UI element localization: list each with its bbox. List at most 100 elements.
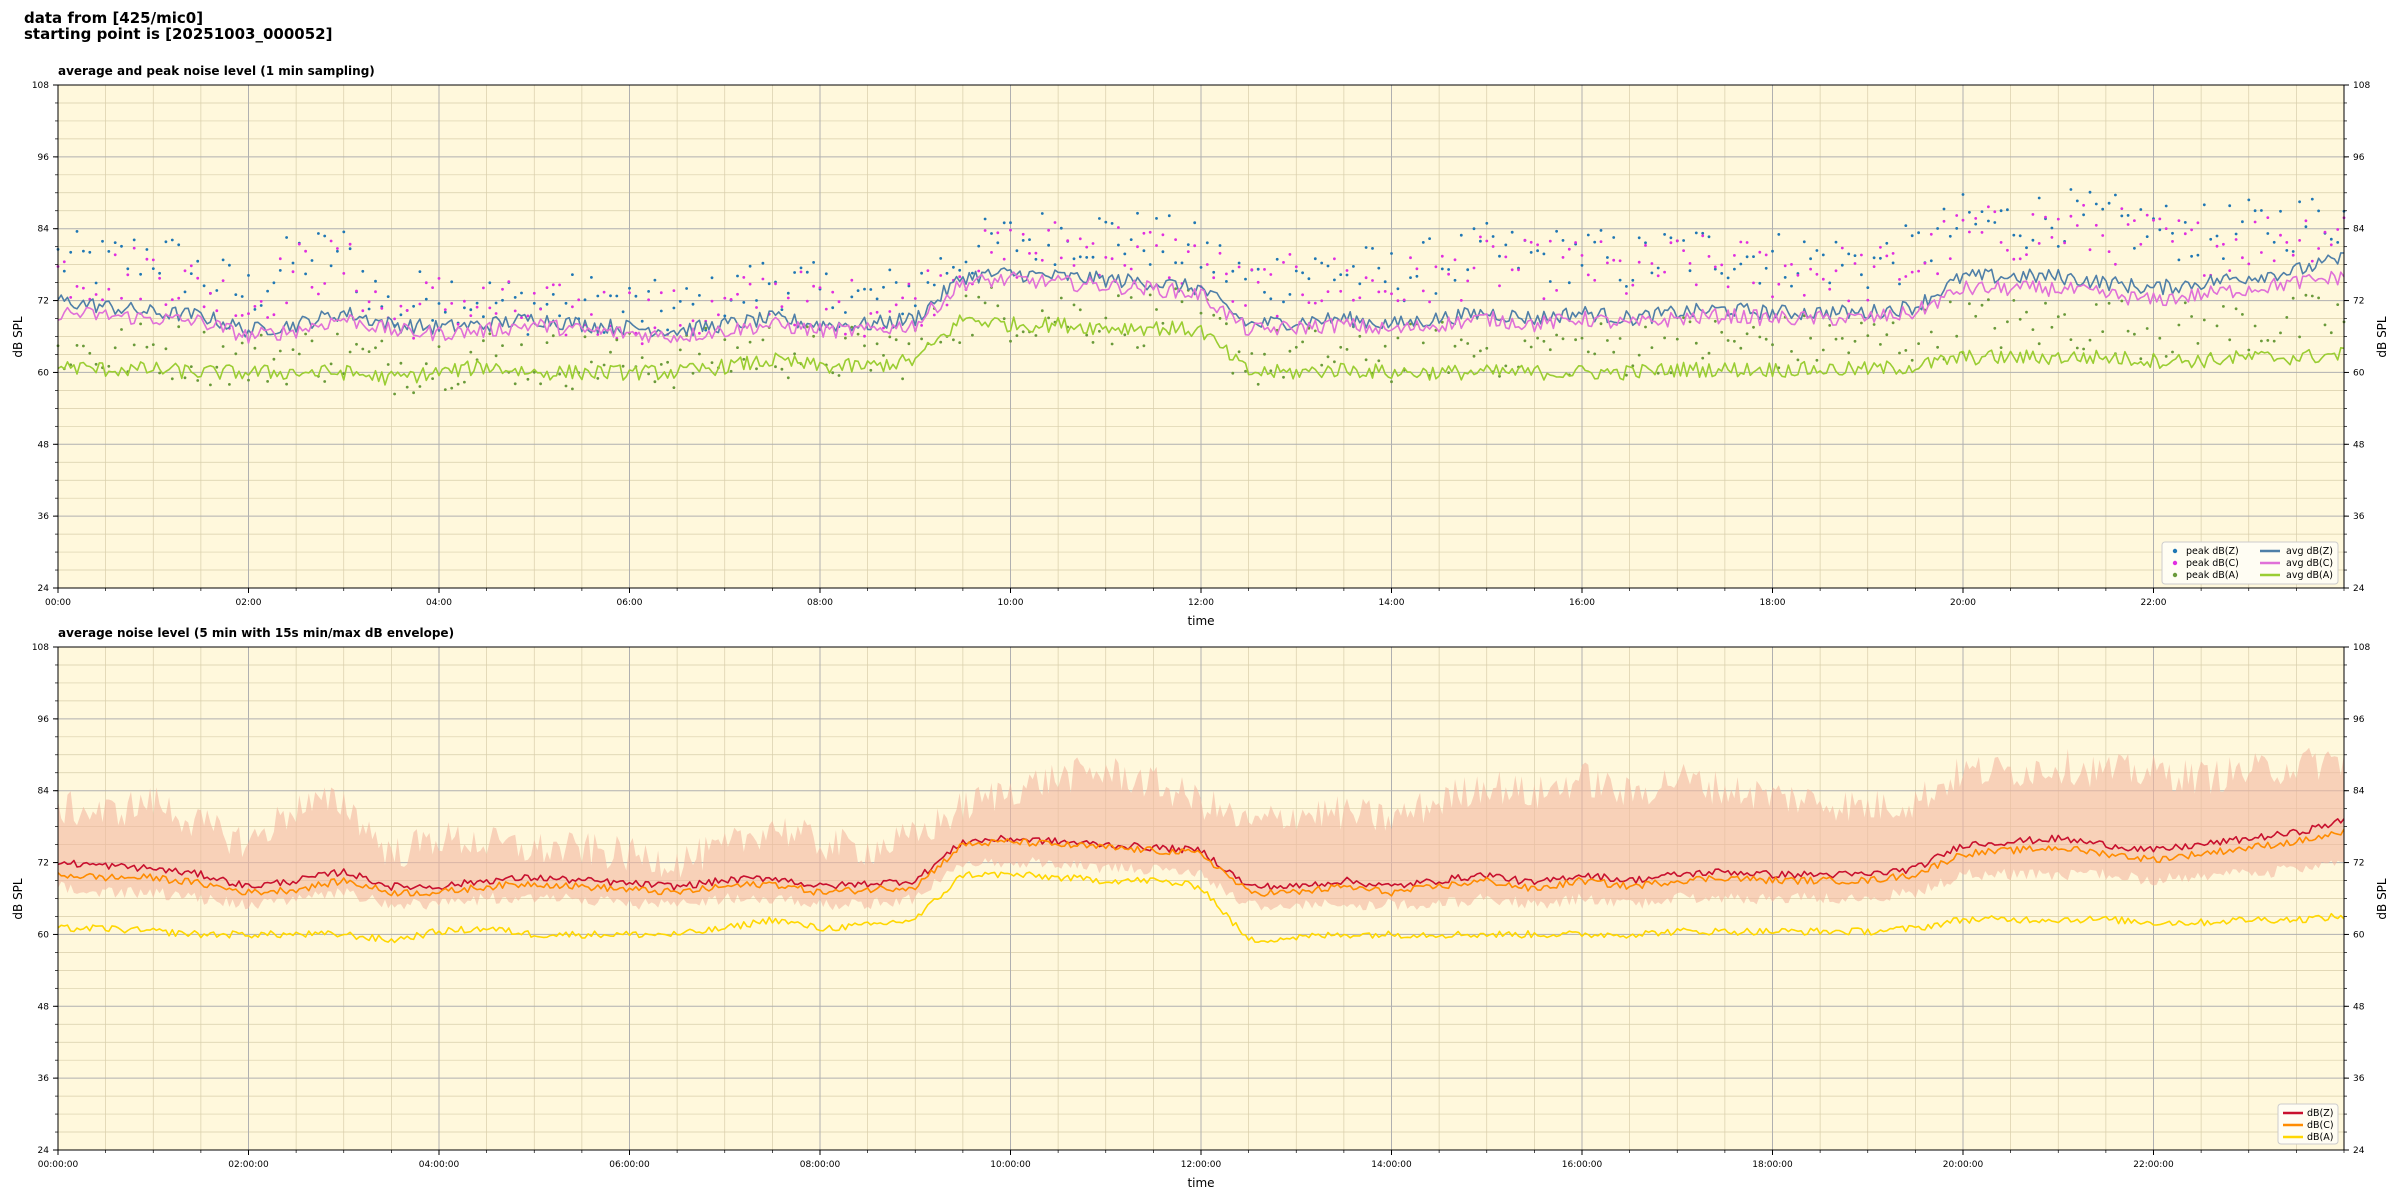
peak-point xyxy=(2247,262,2251,266)
peak-point xyxy=(2133,332,2136,336)
legend-label: peak dB(Z) xyxy=(2186,546,2239,557)
peak-point xyxy=(1364,276,1368,280)
peak-point xyxy=(863,287,866,291)
peak-point xyxy=(443,310,447,314)
peak-point xyxy=(2158,336,2162,340)
peak-point xyxy=(374,346,377,350)
peak-point xyxy=(2279,209,2282,213)
peak-point xyxy=(996,241,1000,245)
y-tick-label: 60 xyxy=(38,368,50,378)
peak-point xyxy=(488,332,492,336)
peak-point xyxy=(2069,188,2073,191)
peak-point xyxy=(977,269,981,273)
peak-point xyxy=(1485,346,1489,350)
peak-point xyxy=(259,304,263,307)
peak-point xyxy=(1377,266,1381,270)
peak-point xyxy=(2183,232,2187,236)
peak-point xyxy=(856,332,860,336)
peak-point xyxy=(1885,241,1889,245)
peak-point xyxy=(1256,280,1260,284)
peak-point xyxy=(1618,337,1622,340)
peak-point xyxy=(710,299,714,303)
peak-point xyxy=(863,344,866,348)
peak-point xyxy=(1936,227,1939,230)
peak-point xyxy=(2222,257,2225,260)
peak-point xyxy=(1580,264,1584,267)
peak-point xyxy=(145,257,149,261)
peak-point xyxy=(1688,320,1692,324)
peak-point xyxy=(336,249,339,253)
peak-point xyxy=(1123,333,1127,337)
peak-point xyxy=(1993,221,1997,224)
peak-point xyxy=(424,297,428,301)
peak-point xyxy=(94,293,98,296)
peak-point xyxy=(393,392,396,396)
peak-point xyxy=(1161,321,1165,325)
peak-point xyxy=(786,291,790,295)
peak-point xyxy=(488,281,492,285)
peak-point xyxy=(609,350,612,354)
x-tick-label: 14:00:00 xyxy=(1371,1160,1412,1170)
legend-label: peak dB(C) xyxy=(2186,558,2239,569)
peak-point xyxy=(1148,263,1152,266)
peak-point xyxy=(2114,262,2117,266)
legend-marker xyxy=(2172,560,2178,566)
peak-point xyxy=(571,273,574,276)
peak-point xyxy=(1542,339,1546,343)
legend-label: peak dB(A) xyxy=(2186,570,2239,581)
peak-point xyxy=(1625,373,1628,377)
peak-point xyxy=(1536,249,1539,253)
peak-point xyxy=(926,269,930,272)
peak-point xyxy=(2177,258,2181,262)
peak-point xyxy=(1390,252,1393,255)
peak-point xyxy=(1567,247,1571,251)
peak-point xyxy=(323,282,327,285)
peak-point xyxy=(1777,233,1781,236)
peak-point xyxy=(1009,339,1012,343)
peak-point xyxy=(488,306,492,310)
peak-point xyxy=(2133,219,2136,223)
peak-point xyxy=(501,344,504,347)
peak-point xyxy=(1117,294,1120,298)
peak-point xyxy=(1625,292,1628,295)
x-tick-label: 08:00 xyxy=(807,598,833,608)
peak-point xyxy=(888,268,892,272)
peak-point xyxy=(761,261,765,265)
peak-point xyxy=(2044,301,2047,305)
x-tick-label: 08:00:00 xyxy=(800,1160,841,1170)
peak-point xyxy=(1529,251,1533,254)
peak-point xyxy=(1015,249,1019,253)
peak-point xyxy=(844,311,847,314)
peak-point xyxy=(348,247,352,251)
peak-point xyxy=(558,372,561,376)
peak-point xyxy=(1942,219,1946,223)
legend-label: avg dB(Z) xyxy=(2286,546,2333,557)
peak-point xyxy=(94,362,98,366)
peak-point xyxy=(1682,239,1685,242)
peak-point xyxy=(1504,243,1508,247)
peak-point xyxy=(812,261,815,264)
peak-point xyxy=(755,306,758,309)
peak-point xyxy=(1339,289,1343,293)
peak-point xyxy=(1193,221,1197,225)
peak-point xyxy=(1434,292,1438,295)
peak-point xyxy=(2304,225,2308,229)
peak-point xyxy=(1352,298,1355,302)
peak-point xyxy=(1269,297,1273,301)
peak-point xyxy=(704,326,708,330)
peak-point xyxy=(736,292,739,296)
series-peak-db-z- xyxy=(56,188,2346,336)
peak-point xyxy=(767,282,771,286)
peak-point xyxy=(888,310,892,313)
peak-point xyxy=(1453,278,1457,282)
peak-point xyxy=(2139,357,2143,361)
peak-point xyxy=(818,286,822,289)
peak-point xyxy=(1669,241,1673,245)
peak-point xyxy=(2291,250,2295,253)
peak-point xyxy=(348,350,352,354)
peak-point xyxy=(189,365,193,368)
peak-point xyxy=(1180,300,1184,304)
peak-point xyxy=(1656,266,1660,270)
header-source: data from [425/mic0] xyxy=(24,9,204,27)
peak-point xyxy=(907,282,911,286)
